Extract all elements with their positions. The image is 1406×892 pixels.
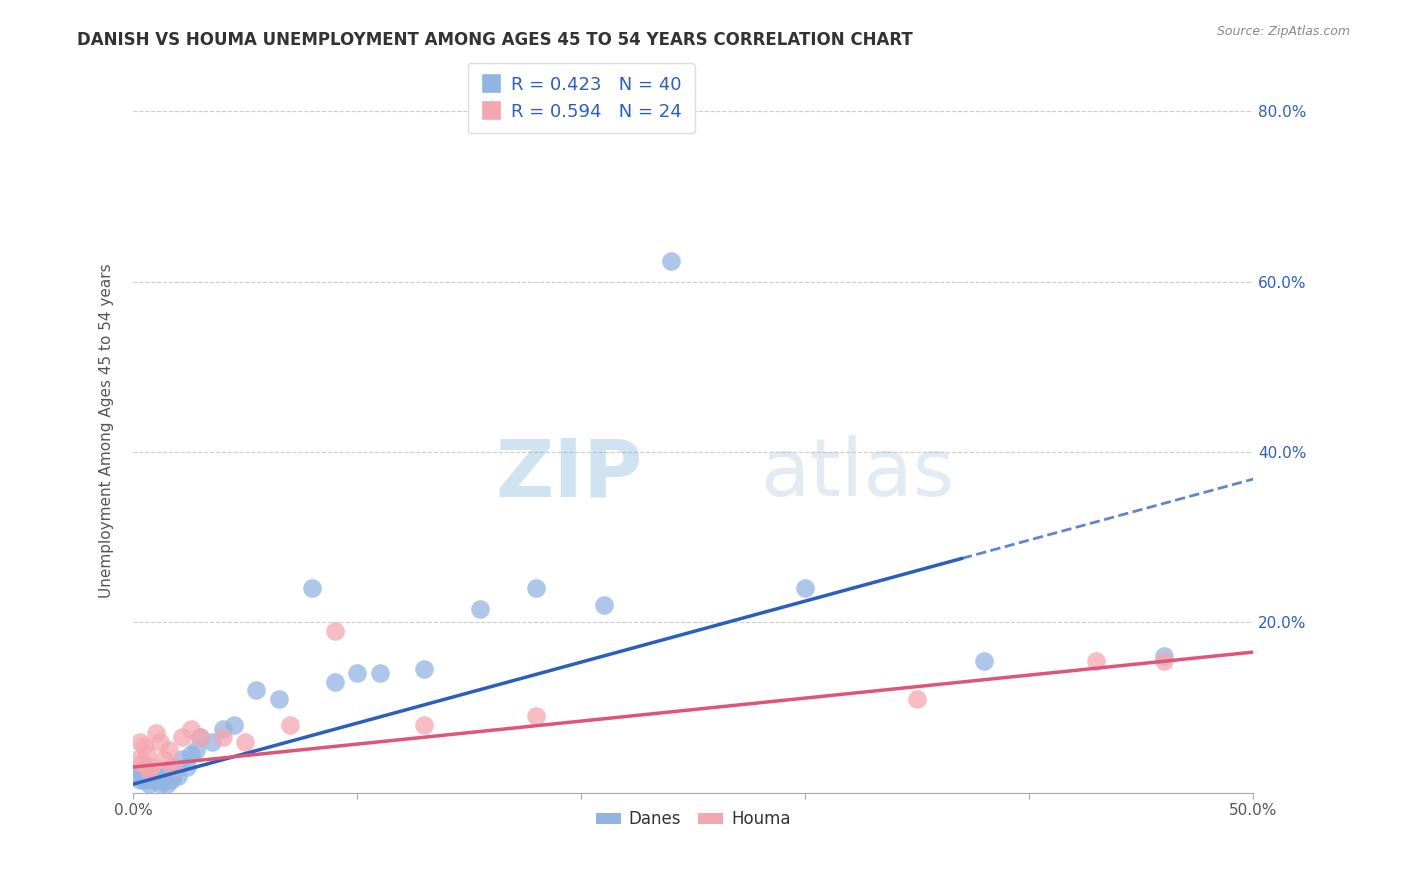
Point: [162, 769, 184, 783]
Point: [134, 739, 156, 753]
Point: [139, 769, 162, 783]
Point: [470, 602, 492, 616]
Point: [323, 624, 346, 638]
Point: [172, 731, 194, 745]
Point: [1085, 654, 1108, 668]
Point: [323, 674, 346, 689]
Point: [180, 722, 202, 736]
Point: [524, 709, 547, 723]
Point: [211, 722, 233, 736]
Text: DANISH VS HOUMA UNEMPLOYMENT AMONG AGES 45 TO 54 YEARS CORRELATION CHART: DANISH VS HOUMA UNEMPLOYMENT AMONG AGES …: [77, 31, 912, 49]
Point: [188, 731, 211, 745]
Point: [973, 654, 995, 668]
Point: [524, 581, 547, 595]
Point: [413, 662, 436, 676]
Point: [160, 772, 183, 787]
Point: [905, 692, 928, 706]
Point: [149, 734, 172, 748]
Text: atlas: atlas: [761, 435, 955, 513]
Point: [157, 764, 180, 779]
Point: [138, 764, 160, 779]
Point: [1153, 649, 1175, 664]
Point: [368, 666, 391, 681]
Point: [134, 772, 156, 787]
Point: [188, 731, 211, 745]
Point: [127, 751, 149, 765]
Point: [135, 747, 157, 762]
Point: [200, 734, 222, 748]
Point: [180, 747, 202, 762]
Point: [172, 751, 194, 765]
Point: [145, 769, 167, 783]
Point: [127, 769, 149, 783]
Y-axis label: Unemployment Among Ages 45 to 54 years: Unemployment Among Ages 45 to 54 years: [100, 263, 114, 598]
Point: [301, 581, 323, 595]
Point: [135, 769, 157, 783]
Point: [222, 717, 245, 731]
Point: [794, 581, 817, 595]
Point: [1153, 654, 1175, 668]
Point: [128, 772, 150, 787]
Point: [153, 751, 176, 765]
Point: [150, 772, 173, 787]
Point: [233, 734, 256, 748]
Point: [278, 717, 301, 731]
Text: ZIP: ZIP: [495, 435, 643, 513]
Point: [176, 760, 198, 774]
Point: [131, 764, 153, 779]
Point: [659, 254, 682, 268]
Point: [346, 666, 368, 681]
Point: [149, 777, 172, 791]
Legend: Danes, Houma: Danes, Houma: [589, 804, 797, 835]
Point: [138, 777, 160, 791]
Point: [413, 717, 436, 731]
Point: [153, 769, 176, 783]
Point: [592, 599, 614, 613]
Text: Source: ZipAtlas.com: Source: ZipAtlas.com: [1216, 25, 1350, 38]
Point: [139, 760, 162, 774]
Point: [131, 756, 153, 770]
Point: [162, 760, 184, 774]
Point: [184, 743, 207, 757]
Point: [267, 692, 290, 706]
Point: [245, 683, 267, 698]
Point: [167, 769, 190, 783]
Point: [157, 743, 180, 757]
Point: [145, 726, 167, 740]
Point: [146, 772, 169, 787]
Point: [142, 772, 165, 787]
Point: [211, 731, 233, 745]
Point: [128, 734, 150, 748]
Point: [156, 777, 179, 791]
